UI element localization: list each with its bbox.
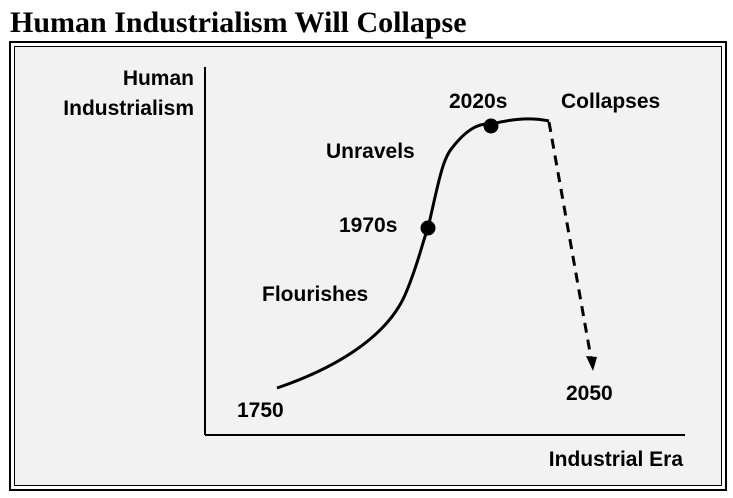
diagram-panel bbox=[14, 46, 722, 486]
point-2020s bbox=[483, 118, 499, 134]
label-2050: 2050 bbox=[566, 382, 613, 405]
label-collapses: Collapses bbox=[561, 90, 660, 113]
collapse-arrowhead bbox=[586, 356, 597, 371]
label-flourishes: Flourishes bbox=[262, 283, 368, 306]
label-2020s: 2020s bbox=[449, 90, 507, 113]
diagram-frame bbox=[9, 41, 727, 491]
x-axis-label: Industrial Era bbox=[549, 448, 684, 471]
label-1970s: 1970s bbox=[339, 214, 397, 237]
label-1750: 1750 bbox=[237, 399, 284, 422]
y-axis-label-line1: Human bbox=[123, 67, 194, 90]
y-axis-label-line2: Industrialism bbox=[63, 97, 194, 120]
diagram-title: Human Industrialism Will Collapse bbox=[10, 6, 467, 39]
collapse-dashed-line bbox=[547, 121, 593, 359]
point-1970s bbox=[420, 220, 436, 236]
label-unravels: Unravels bbox=[326, 140, 415, 163]
